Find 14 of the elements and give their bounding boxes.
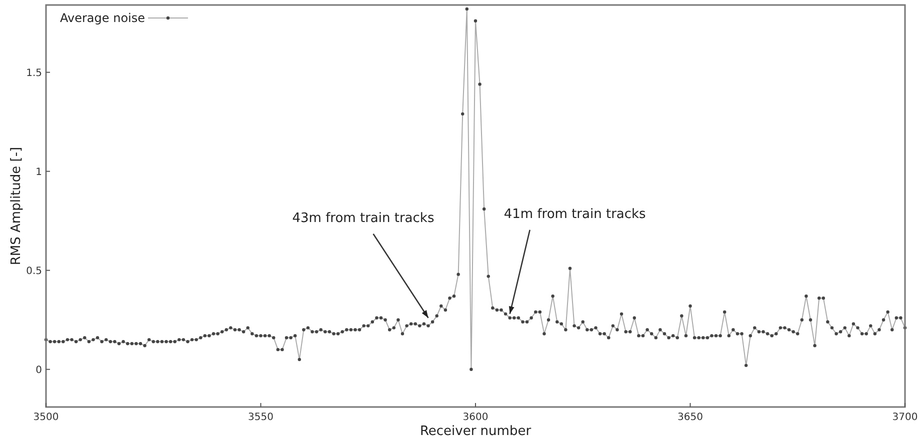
x-axis-title: Receiver number — [420, 424, 532, 438]
y-tick-label: 0 — [36, 364, 42, 376]
annotation: 41m from train tracks — [504, 206, 646, 222]
y-axis-title: RMS Amplitude [-] — [9, 146, 24, 266]
y-tick-label: 1.5 — [26, 68, 42, 79]
y-tick-label: 0.5 — [26, 266, 42, 277]
annotation: 43m from train tracks — [292, 210, 434, 226]
x-tick-label: 3500 — [33, 412, 59, 423]
y-tick-label: 1 — [36, 166, 42, 178]
x-tick-label: 3550 — [248, 412, 274, 423]
x-tick-label: 3650 — [678, 412, 703, 423]
x-tick-label: 3600 — [462, 412, 488, 423]
legend-label: Average noise — [60, 11, 146, 25]
x-tick-label: 3700 — [892, 412, 918, 423]
